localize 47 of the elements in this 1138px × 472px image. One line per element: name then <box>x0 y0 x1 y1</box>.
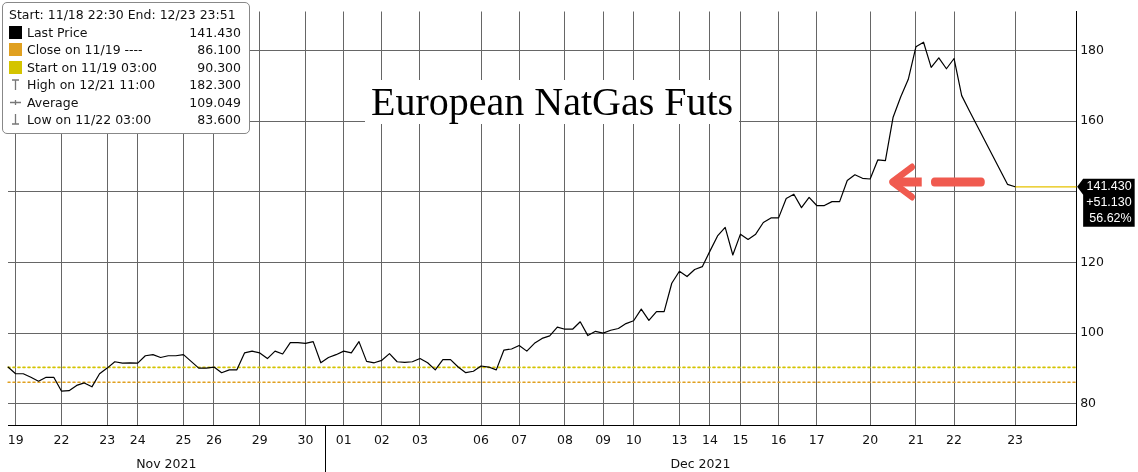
y-tick-label: 160 <box>1080 112 1105 128</box>
x-tick-label: 19 <box>7 431 24 447</box>
x-tick-label: 02 <box>373 431 390 447</box>
x-tick-label: 29 <box>251 431 268 447</box>
x-tick-label: 07 <box>511 431 528 447</box>
x-tick-label: 22 <box>53 431 70 447</box>
legend-label: Last Price <box>27 23 89 41</box>
x-tick-label: 23 <box>99 431 116 447</box>
x-tick-label: 17 <box>808 431 825 447</box>
annotation: High on 12/21 11:00 <box>27 76 157 94</box>
x-tick-label: 10 <box>625 431 642 447</box>
x-tick-label: 09 <box>595 431 612 447</box>
x-tick-label: 01 <box>335 431 352 447</box>
annotation: 90.300 <box>196 58 241 76</box>
x-tick-label: 08 <box>557 431 573 447</box>
x-tick-label: 03 <box>412 431 428 447</box>
text: 141.430 +51.130 56.62% <box>1086 179 1132 226</box>
x-tick-label: 22 <box>946 431 963 447</box>
y-tick-label: 120 <box>1080 253 1105 269</box>
y-tick-label: 80 <box>1080 395 1097 411</box>
x-tick-label: 06 <box>473 431 490 447</box>
x-tick-label: 30 <box>297 431 314 447</box>
annotation: 141.430 <box>188 23 241 41</box>
annotation: 182.300 <box>188 76 241 94</box>
x-tick-label: 15 <box>732 431 749 447</box>
text: European NatGas Futs <box>365 79 740 124</box>
annotation: 109.049 <box>188 93 241 111</box>
text: Dec 2021 <box>670 456 731 471</box>
y-tick-label: 100 <box>1080 324 1105 340</box>
text: Nov 2021 <box>136 456 197 471</box>
x-tick-label: 24 <box>129 431 146 447</box>
legend-label: Close on 11/19 ---- <box>27 41 144 59</box>
x-tick-label: 26 <box>206 431 222 447</box>
annotation: Average <box>27 93 80 111</box>
x-tick-label: 16 <box>770 431 787 447</box>
x-tick-label: 21 <box>907 431 924 447</box>
x-tick-label: 20 <box>862 431 879 447</box>
annotation: 83.600 <box>196 111 241 129</box>
annotation: 86.100 <box>196 41 241 59</box>
x-tick-label: 23 <box>1007 431 1024 447</box>
legend-label: Start on 11/19 03:00 <box>27 58 159 76</box>
x-tick-label: 25 <box>175 431 192 447</box>
x-tick-label: 13 <box>671 431 688 447</box>
annotation: Low on 11/22 03:00 <box>27 111 153 129</box>
x-tick-label: 14 <box>701 431 718 447</box>
annotation: Start: 11/18 22:30 End: 12/23 23:51 <box>9 6 237 24</box>
y-tick-label: 180 <box>1080 41 1105 57</box>
